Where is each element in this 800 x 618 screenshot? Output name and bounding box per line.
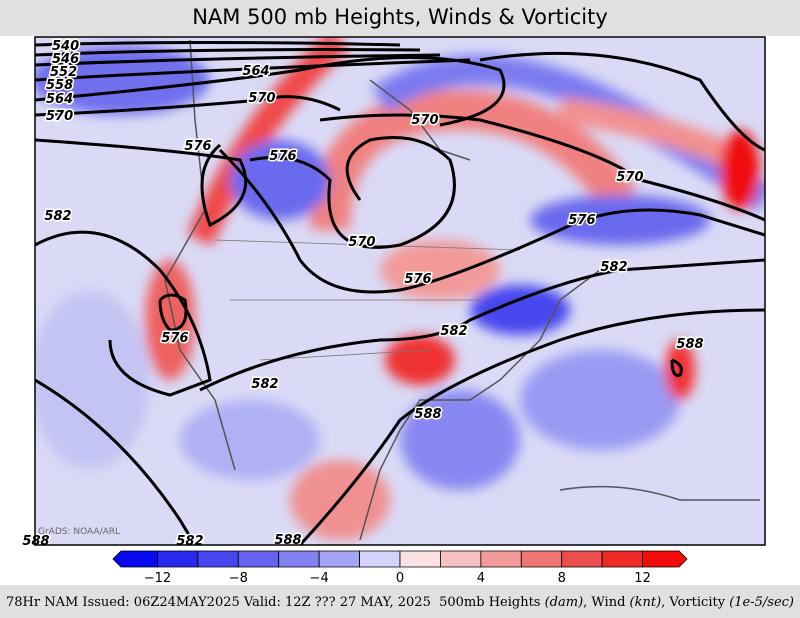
contour-label: 582 bbox=[440, 324, 467, 339]
footer-right: 500mb Heights (dam), Wind (knt), Vortici… bbox=[439, 595, 794, 610]
contour-label: 588 bbox=[414, 407, 441, 422]
contour-label: 588 bbox=[676, 337, 703, 352]
contour-label: 576 bbox=[404, 272, 431, 287]
colorbar-swatch bbox=[112, 550, 158, 568]
colorbar-swatch bbox=[642, 550, 688, 568]
colorbar-swatch bbox=[278, 550, 320, 568]
colorbar-tick-label: 12 bbox=[634, 571, 651, 586]
contour-label: 570 bbox=[348, 235, 375, 250]
colorbar-swatch bbox=[480, 550, 522, 568]
footer-part: 500mb Heights bbox=[439, 595, 545, 610]
contour-label: 582 bbox=[176, 534, 203, 549]
contour-label: 570 bbox=[616, 170, 643, 185]
colorbar-swatch bbox=[197, 550, 239, 568]
colorbar-tick-label: −8 bbox=[229, 571, 248, 586]
contour-label: 576 bbox=[161, 331, 188, 346]
colorbar-tick-label: −12 bbox=[144, 571, 171, 586]
footer-part: (1e-5/sec) bbox=[729, 595, 794, 610]
footer-part: (dam) bbox=[545, 595, 584, 610]
coastlines bbox=[164, 39, 760, 541]
colorbar-tick-label: 0 bbox=[396, 571, 404, 586]
contour-label: 570 bbox=[46, 109, 73, 124]
footer-bar bbox=[0, 585, 800, 618]
footer-part: , Vorticity bbox=[661, 595, 729, 610]
footer-part: (knt) bbox=[630, 595, 662, 610]
title: NAM 500 mb Heights, Winds & Vorticity bbox=[192, 5, 608, 29]
colorbar-swatch bbox=[561, 550, 603, 568]
contour-label: 576 bbox=[269, 149, 296, 164]
contour-label: 546 bbox=[52, 52, 79, 67]
contour-label: 570 bbox=[248, 91, 275, 106]
colorbar-swatch bbox=[157, 550, 199, 568]
watermark: GrADS: NOAA/ARL bbox=[38, 527, 120, 537]
colorbar-tick-label: −4 bbox=[310, 571, 329, 586]
contour-label: 582 bbox=[251, 377, 278, 392]
colorbar-swatch bbox=[520, 550, 563, 568]
contour-label: 588 bbox=[22, 534, 49, 549]
colorbar-swatch bbox=[399, 550, 441, 568]
contour-label: 552 bbox=[50, 65, 77, 80]
contour-label: 564 bbox=[242, 64, 269, 79]
title-bar bbox=[0, 0, 800, 36]
colorbar-swatch bbox=[440, 550, 482, 568]
contour-label: 576 bbox=[184, 139, 211, 154]
map-frame bbox=[34, 36, 766, 546]
footer-part: , Wind bbox=[583, 595, 629, 610]
vorticity-field bbox=[35, 37, 765, 540]
map: GrADS: NOAA/ARL bbox=[35, 37, 765, 545]
height-contours bbox=[35, 41, 765, 545]
contour-label: 564 bbox=[46, 92, 73, 107]
contour-label: 582 bbox=[44, 209, 71, 224]
contour-label: 582 bbox=[600, 260, 627, 275]
contour-label: 570 bbox=[411, 113, 438, 128]
colorbar-tick-label: 8 bbox=[558, 571, 566, 586]
colorbar: −12 −8 −4 0 4 8 12 bbox=[112, 550, 688, 586]
colorbar-swatch bbox=[318, 550, 360, 568]
contour-label: 576 bbox=[568, 213, 595, 228]
colorbar-swatch bbox=[601, 550, 643, 568]
colorbar-swatch bbox=[359, 550, 401, 568]
footer-left: 78Hr NAM Issued: 06Z24MAY2025 Valid: 12Z… bbox=[6, 595, 431, 610]
contour-label: 558 bbox=[46, 78, 73, 93]
colorbar-swatch bbox=[237, 550, 280, 568]
contour-label: 540 bbox=[52, 39, 79, 54]
contour-labels: 5405465525585645705645705765765705825705… bbox=[21, 38, 705, 551]
colorbar-tick-label: 4 bbox=[477, 571, 485, 586]
